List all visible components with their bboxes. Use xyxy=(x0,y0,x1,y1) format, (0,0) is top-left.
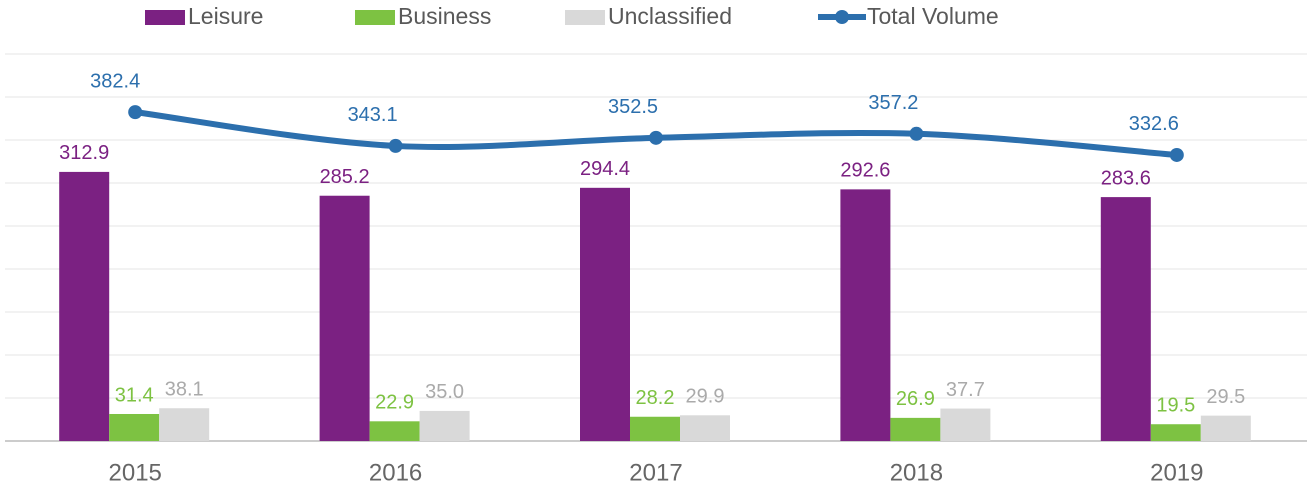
data-label: 29.9 xyxy=(686,386,725,408)
data-label: 332.6 xyxy=(1129,113,1179,135)
line-marker xyxy=(909,126,924,141)
data-label: 31.4 xyxy=(115,384,154,406)
line-marker xyxy=(128,105,143,120)
bar xyxy=(419,410,470,441)
bar xyxy=(1150,424,1201,441)
data-label: 357.2 xyxy=(868,92,918,114)
data-label: 285.2 xyxy=(320,166,370,188)
data-label: 292.6 xyxy=(840,160,890,182)
bar xyxy=(580,187,630,441)
bar xyxy=(890,417,941,441)
data-label: 37.7 xyxy=(946,379,985,401)
legend-swatch xyxy=(145,10,185,25)
x-tick-label: 2019 xyxy=(1150,459,1203,486)
data-label: 26.9 xyxy=(896,388,935,410)
x-tick-label: 2015 xyxy=(109,459,162,486)
x-tick-label: 2017 xyxy=(629,459,682,486)
legend-swatch xyxy=(565,10,605,25)
data-label: 343.1 xyxy=(348,104,398,126)
data-label: 283.6 xyxy=(1101,167,1151,189)
bar xyxy=(1100,197,1151,441)
legend-label: Leisure xyxy=(188,3,263,29)
data-label: 38.1 xyxy=(165,379,204,401)
bar xyxy=(630,416,680,441)
bar xyxy=(1200,415,1251,441)
bar xyxy=(159,408,210,441)
data-label: 22.9 xyxy=(375,392,414,414)
data-label: 35.0 xyxy=(425,381,464,403)
data-label: 28.2 xyxy=(636,387,675,409)
legend-label: Total Volume xyxy=(867,3,999,29)
bar xyxy=(680,415,730,441)
line-marker xyxy=(649,130,663,145)
bar xyxy=(940,408,991,441)
legend-swatch xyxy=(355,10,395,25)
data-label: 352.5 xyxy=(608,96,658,118)
data-label: 382.4 xyxy=(90,70,140,92)
bar xyxy=(319,195,370,441)
bar xyxy=(369,421,420,441)
x-tick-label: 2018 xyxy=(890,459,943,486)
bar xyxy=(59,171,110,441)
data-label: 312.9 xyxy=(59,142,109,164)
legend-label: Unclassified xyxy=(608,3,732,29)
legend-swatch xyxy=(835,10,849,24)
bar xyxy=(840,189,891,441)
data-label: 294.4 xyxy=(580,158,630,180)
line-marker xyxy=(1169,147,1184,162)
data-label: 29.5 xyxy=(1206,386,1245,408)
data-label: 19.5 xyxy=(1156,395,1195,417)
legend-label: Business xyxy=(398,3,491,29)
bar xyxy=(109,413,160,441)
line-marker xyxy=(388,138,403,153)
x-tick-label: 2016 xyxy=(369,459,422,486)
